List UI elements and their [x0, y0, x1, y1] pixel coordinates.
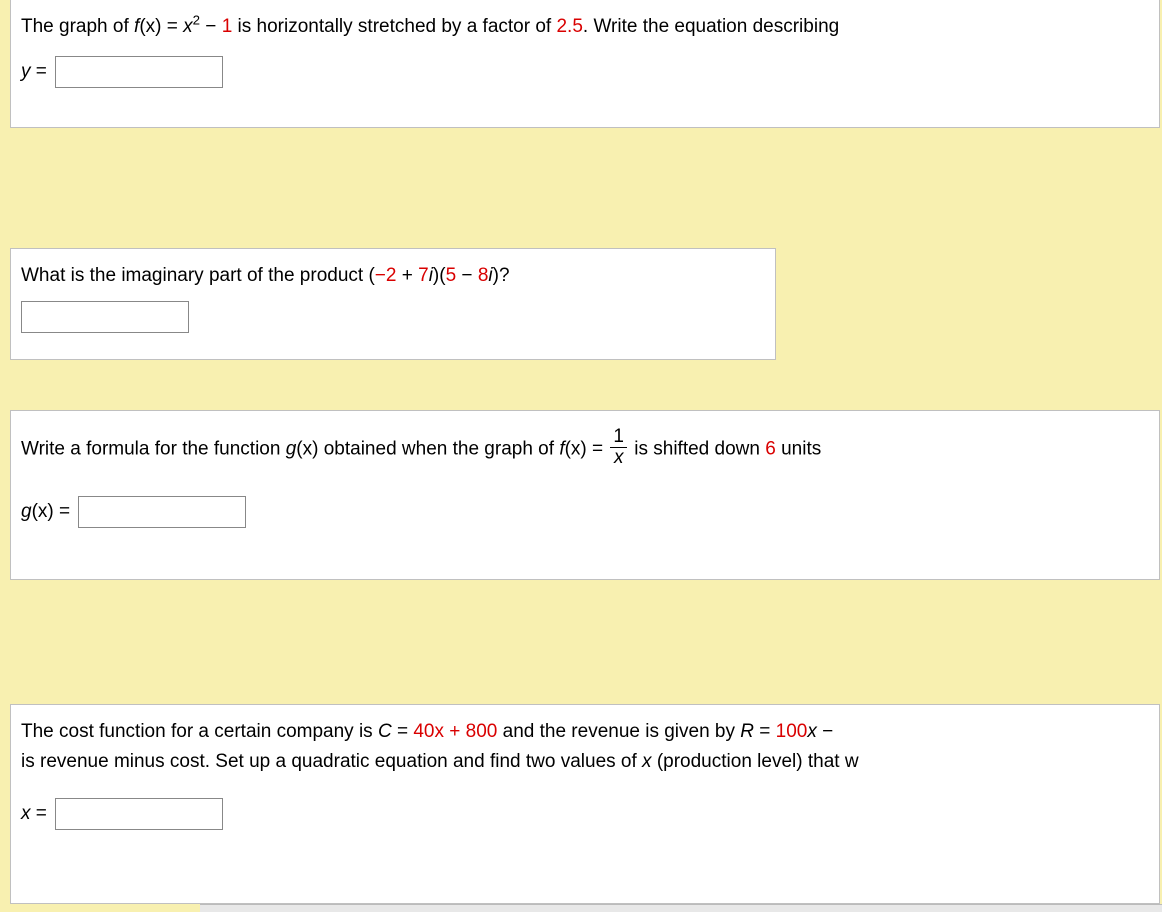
q4-pre1: The cost function for a certain company …: [21, 721, 378, 742]
q3-answer-line: g(x) =: [21, 496, 1149, 528]
q4-C: C: [378, 721, 392, 742]
question-1-text: The graph of f(x) = x2 − 1 is horizontal…: [21, 12, 1149, 42]
q4-x-it: x: [642, 751, 652, 772]
q3-gx: (x): [296, 438, 318, 459]
q1-y: y: [21, 61, 31, 82]
q4-R: R: [740, 721, 754, 742]
question-4-box: The cost function for a certain company …: [10, 704, 1160, 904]
q3-pre1: Write a formula for the function: [21, 438, 286, 459]
q4-eq1: =: [392, 721, 414, 742]
question-1-box: The graph of f(x) = x2 − 1 is horizontal…: [10, 0, 1160, 128]
q3-answer-label: g(x) =: [21, 501, 70, 523]
q2-qmark: ?: [499, 265, 510, 286]
q3-ans-g: g: [21, 501, 32, 522]
q4-rev-x: x: [807, 721, 817, 742]
q4-cost-expr: 40x + 800: [413, 721, 497, 742]
q1-x: x: [183, 16, 193, 37]
q1-post2: . Write the equation describing: [583, 16, 839, 37]
q2-pre: What is the imaginary part of the produc…: [21, 265, 368, 286]
q3-eq: =: [587, 438, 609, 459]
q4-line2a: is revenue minus cost. Set up a quadrati…: [21, 751, 642, 772]
q4-answer-input[interactable]: [55, 798, 223, 830]
q4-answer-line: x =: [21, 798, 1149, 830]
q3-six: 6: [765, 438, 776, 459]
q2-rp1: )(: [433, 265, 446, 286]
q4-line2b: (production level) that w: [652, 751, 859, 772]
q3-ans-gx: (x): [32, 501, 54, 522]
q3-answer-input[interactable]: [78, 496, 246, 528]
q3-post2: units: [776, 438, 821, 459]
q2-seven: 7: [418, 265, 429, 286]
q1-one: 1: [222, 16, 233, 37]
q4-ans-eq: =: [31, 803, 47, 824]
q1-exp: 2: [193, 13, 200, 28]
q3-den: x: [610, 447, 627, 468]
q3-post1: is shifted down: [629, 438, 765, 459]
q3-mid: obtained when the graph of: [318, 438, 559, 459]
q3-fraction: 1x: [610, 427, 627, 468]
q4-ans-x: x: [21, 803, 31, 824]
q1-factor: 2.5: [556, 16, 582, 37]
question-3-box: Write a formula for the function g(x) ob…: [10, 410, 1160, 580]
question-2-text: What is the imaginary part of the produc…: [21, 261, 765, 291]
q3-g: g: [286, 438, 297, 459]
q3-fx: (x): [565, 438, 587, 459]
q2-eight: 8: [478, 265, 489, 286]
q2-five: 5: [446, 265, 457, 286]
q1-answer-input[interactable]: [55, 56, 223, 88]
q1-answer-line: y =: [21, 56, 1149, 88]
q1-post1: is horizontally stretched by a factor of: [232, 16, 556, 37]
q2-answer-line: [21, 301, 765, 333]
q1-eq: =: [161, 16, 183, 37]
question-3-text: Write a formula for the function g(x) ob…: [21, 423, 1149, 470]
q1-minus: −: [200, 16, 222, 37]
bottom-scrollbar-track: [200, 904, 1162, 912]
q2-minus: −: [456, 265, 478, 286]
q2-m2: −2: [375, 265, 397, 286]
q1-answer-label: y =: [21, 61, 47, 83]
q1-paren-x: (x): [139, 16, 161, 37]
q1-ans-eq: =: [31, 61, 47, 82]
q4-mid1: and the revenue is given by: [497, 721, 740, 742]
q4-answer-label: x =: [21, 803, 47, 825]
question-4-line2: is revenue minus cost. Set up a quadrati…: [21, 747, 1149, 777]
q4-rev1: 100: [776, 721, 808, 742]
q1-text-pre: The graph of: [21, 16, 134, 37]
q3-ans-eq: =: [54, 501, 70, 522]
question-4-line1: The cost function for a certain company …: [21, 717, 1149, 747]
q4-eq2: =: [754, 721, 776, 742]
q3-num: 1: [610, 427, 627, 447]
q4-rev-minus: −: [817, 721, 833, 742]
q2-answer-input[interactable]: [21, 301, 189, 333]
question-2-box: What is the imaginary part of the produc…: [10, 248, 776, 360]
q2-plus: +: [396, 265, 418, 286]
